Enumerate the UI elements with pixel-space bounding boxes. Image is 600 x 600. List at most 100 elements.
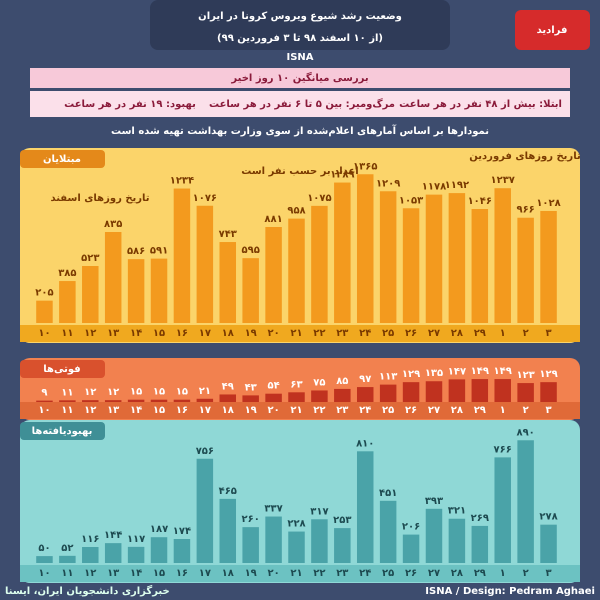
bar	[173, 539, 191, 563]
x-tick-label: ۲۲	[313, 405, 325, 416]
credit: ISNA / Design: Pedram Aghaei	[425, 586, 595, 597]
x-tick-label: ۱۳	[107, 568, 119, 579]
value-label: ۲۶۰	[242, 514, 260, 525]
bar	[59, 555, 76, 563]
x-tick-label: ۲	[523, 328, 529, 339]
value-label: ۹۷	[359, 374, 371, 385]
bar	[540, 210, 557, 323]
x-tick-label: ۱۱	[61, 405, 73, 416]
value-label: ۴۹	[222, 381, 234, 392]
bar	[150, 399, 168, 402]
bar	[82, 266, 99, 323]
x-tick-label: ۱۹	[245, 328, 257, 339]
panel-title: فوتی‌ها	[43, 364, 80, 375]
value-label: ۱۲۳۴	[170, 176, 194, 187]
value-label: ۴۵۱	[379, 488, 397, 499]
x-tick-label: ۱۹	[245, 568, 257, 579]
bar	[448, 193, 466, 323]
value-label: ۳۳۷	[264, 504, 282, 515]
value-label: ۳۲۱	[448, 506, 466, 517]
annotation: اعداد بر حسب نفر است	[241, 166, 359, 177]
bar	[242, 395, 259, 402]
x-tick-label: ۲۲	[313, 328, 325, 339]
x-tick-label: ۱۶	[176, 568, 188, 579]
bar	[242, 258, 259, 323]
value-label: ۵۸۶	[127, 246, 145, 257]
value-label: ۱۳۵	[425, 368, 443, 379]
bar	[334, 528, 351, 563]
x-tick-label: ۱۵	[153, 568, 165, 579]
bar	[127, 546, 145, 563]
bar	[127, 259, 145, 323]
value-label: ۱۰۷۶	[193, 193, 217, 204]
value-label: ۱۴۴	[104, 530, 122, 541]
bar	[379, 191, 397, 323]
bar	[127, 399, 145, 402]
value-label: ۵۹۱	[150, 246, 168, 257]
summary-title: بررسی میانگین ۱۰ روز اخیر	[230, 71, 368, 84]
value-label: ۱۰۷۵	[307, 193, 331, 204]
x-tick-label: ۲۵	[382, 405, 394, 416]
value-label: ۱۲۹	[402, 369, 420, 380]
x-tick-label: ۲۲	[313, 568, 325, 579]
x-tick-label: ۳	[545, 328, 551, 339]
x-tick-label: ۲۹	[474, 405, 486, 416]
value-label: ۱۵	[153, 387, 165, 398]
bar	[104, 543, 122, 563]
x-tick-label: ۱۴	[130, 568, 142, 579]
bar	[59, 281, 76, 323]
bar	[356, 387, 374, 402]
category-row	[20, 402, 580, 419]
value-label: ۴۶۵	[219, 486, 237, 497]
bar	[288, 392, 305, 402]
value-label: ۲۷۸	[539, 512, 557, 523]
bar	[196, 458, 214, 563]
logo-box	[515, 10, 590, 50]
value-label: ۱۷۴	[173, 526, 191, 537]
x-tick-label: ۲۱	[290, 405, 302, 416]
x-tick-label: ۱۵	[153, 405, 165, 416]
x-tick-label: ۱۱	[61, 568, 73, 579]
value-label: ۳۹۳	[425, 496, 443, 507]
value-label: ۲۰۵	[35, 288, 53, 299]
x-tick-label: ۲۶	[405, 328, 417, 339]
value-label: ۷۴۳	[219, 229, 237, 240]
summary-title-box	[30, 68, 570, 88]
bar	[150, 258, 168, 323]
annotation: تاریخ روزهای فروردین	[469, 151, 581, 162]
x-tick-label: ۲۳	[336, 405, 348, 416]
value-label: ۸۱۰	[356, 438, 374, 449]
value-label: ۷۵	[313, 377, 325, 388]
agency: خبرگزاری دانشجویان ایران، ایسنا	[5, 584, 170, 597]
bar	[356, 174, 374, 323]
x-tick-label: ۳	[545, 405, 551, 416]
value-label: ۳۱۷	[310, 506, 328, 517]
bar	[265, 227, 282, 323]
value-label: ۲۲۸	[287, 519, 305, 530]
value-label: ۸۵	[336, 376, 348, 387]
value-label: ۲۱	[199, 386, 211, 397]
x-tick-label: ۱۸	[222, 568, 234, 579]
bar	[334, 182, 351, 323]
source: ISNA	[286, 52, 313, 63]
bar	[82, 400, 99, 402]
value-label: ۱۴۹	[494, 366, 512, 377]
bar	[448, 518, 466, 563]
bar	[356, 451, 374, 563]
bar	[288, 218, 305, 323]
summary-box	[30, 91, 570, 117]
value-label: ۱۴۹	[471, 366, 489, 377]
category-row	[20, 565, 580, 582]
bar	[36, 556, 53, 563]
bar	[517, 383, 534, 402]
bar	[82, 547, 99, 563]
x-tick-label: ۲۸	[451, 568, 463, 579]
value-label: ۵۲	[61, 543, 73, 554]
x-tick-label: ۱۴	[130, 405, 142, 416]
value-label: ۱۱۷	[127, 534, 145, 545]
x-tick-label: ۲۹	[474, 568, 486, 579]
note: نمودارها بر اساس آمارهای اعلام‌شده از سو…	[111, 124, 489, 137]
bar	[36, 400, 53, 402]
subtitle: (از ۱۰ اسفند ۹۸ تا ۳ فروردین ۹۹)	[217, 33, 383, 44]
x-tick-label: ۱۳	[107, 405, 119, 416]
